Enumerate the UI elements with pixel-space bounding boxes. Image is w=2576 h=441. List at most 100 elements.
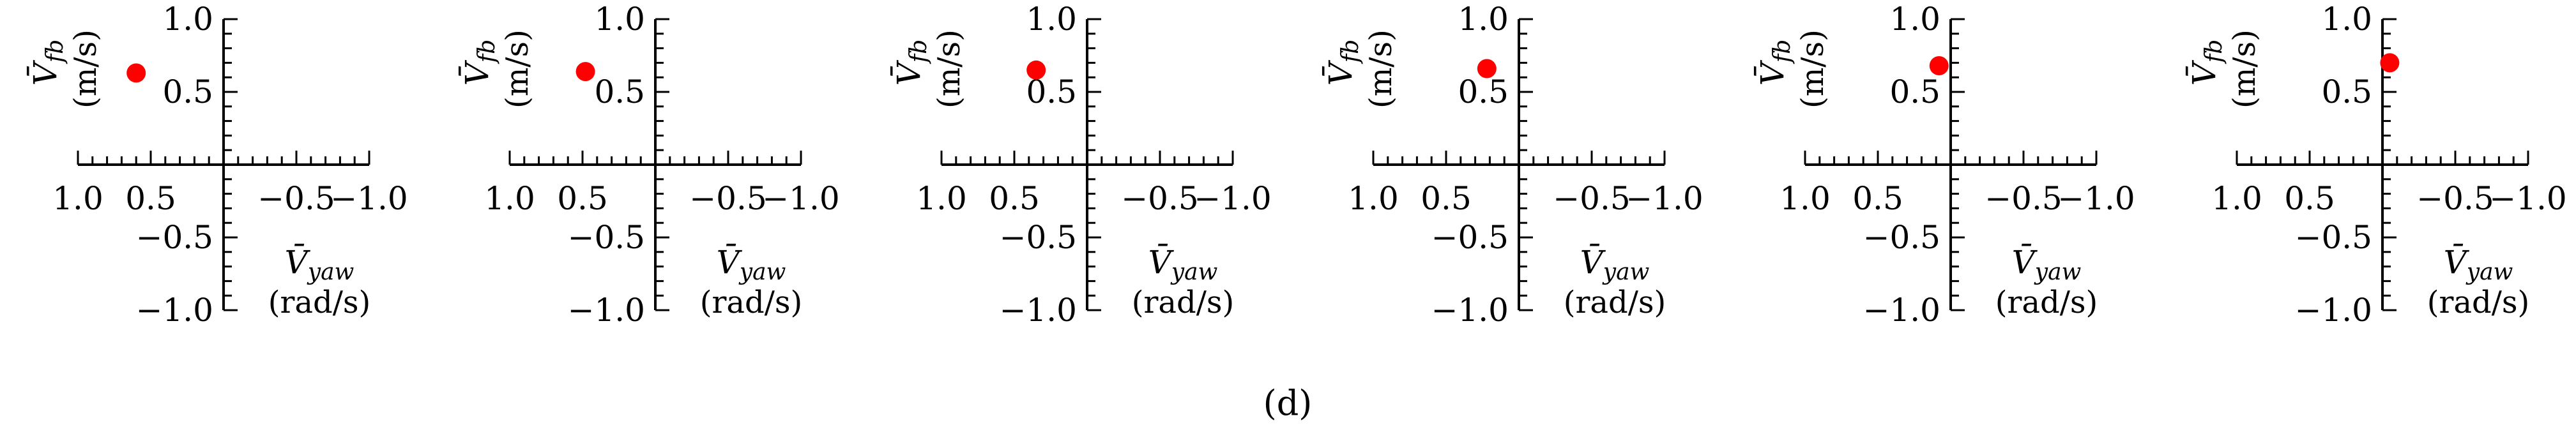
x-tick-label: −1.0	[330, 180, 408, 217]
y-axis-var: V̄	[26, 59, 64, 86]
x-axis-title: V̄yaw	[2444, 243, 2513, 285]
y-tick-label: 1.0	[1458, 1, 1509, 38]
x-axis-unit: (rad/s)	[1132, 285, 1235, 320]
x-tick-label: 0.5	[989, 180, 1040, 217]
x-tick-label: 1.0	[52, 180, 103, 217]
x-axis-subscript: yaw	[2465, 259, 2513, 285]
y-tick-label: 0.5	[1889, 73, 1940, 110]
y-tick-label: −1.0	[1431, 292, 1509, 329]
data-point	[575, 62, 595, 82]
x-tick-label: −1.0	[2489, 180, 2566, 217]
y-axis-title: V̄fb	[1753, 40, 1795, 86]
x-tick-label: 0.5	[557, 180, 608, 217]
y-tick-label: −1.0	[136, 292, 213, 329]
y-axis-title: V̄fb	[1322, 40, 1364, 86]
x-axis-subscript: yaw	[1602, 259, 1650, 285]
x-axis-var: V̄	[285, 243, 311, 281]
x-axis-var: V̄	[2444, 243, 2470, 281]
x-tick-label: −1.0	[1194, 180, 1271, 217]
data-point	[1026, 60, 1046, 80]
chart-panel-4: 1.0 0.5 −0.5−1.01.00.5−0.5−1.0V̄fb (m/s)V̄y…	[1322, 1, 1703, 329]
x-tick-label: −0.5	[1121, 180, 1198, 217]
y-tick-label: 0.5	[1458, 73, 1509, 110]
x-tick-label: 0.5	[2284, 180, 2335, 217]
chart-panel-2: 1.0 0.5 −0.5−1.01.00.5−0.5−1.0V̄fb (m/s)V̄y…	[458, 1, 840, 329]
x-axis-subscript: yaw	[307, 259, 354, 285]
x-tick-label: −1.0	[2057, 180, 2135, 217]
x-tick-label: 1.0	[1780, 180, 1831, 217]
x-tick-label: 0.5	[125, 180, 176, 217]
y-tick-label: −0.5	[1000, 219, 1077, 256]
y-axis-var: V̄	[458, 59, 496, 86]
y-axis-title: V̄fb	[458, 40, 500, 86]
y-axis-subscript: fb	[2201, 40, 2227, 64]
x-tick-label: 0.5	[1421, 180, 1472, 217]
y-axis-var: V̄	[1753, 59, 1791, 86]
x-axis-var: V̄	[1580, 243, 1606, 281]
x-axis-var: V̄	[2012, 243, 2038, 281]
data-point	[1477, 59, 1497, 78]
y-tick-label: −1.0	[1863, 292, 1940, 329]
y-axis-subscript: fb	[906, 40, 932, 64]
x-axis-title: V̄yaw	[717, 243, 786, 285]
x-axis-var: V̄	[1148, 243, 1175, 281]
panels-group: 1.0 0.5 −0.5−1.01.00.5−0.5−1.0V̄fb (m/s)V̄y…	[26, 1, 2567, 329]
y-tick-label: 0.5	[594, 73, 645, 110]
y-tick-label: −1.0	[1000, 292, 1077, 329]
x-axis-unit: (rad/s)	[2427, 285, 2530, 320]
y-axis-subscript: fb	[1769, 40, 1795, 64]
y-axis-unit: (m/s)	[499, 29, 535, 108]
x-tick-label: −0.5	[1553, 180, 1630, 217]
y-axis-title: V̄fb	[26, 40, 68, 86]
x-tick-label: −0.5	[1985, 180, 2062, 217]
x-axis-unit: (rad/s)	[700, 285, 803, 320]
y-tick-label: −0.5	[2295, 219, 2372, 256]
data-point	[1929, 56, 1949, 75]
x-axis-unit: (rad/s)	[1564, 285, 1666, 320]
y-axis-unit: (m/s)	[1363, 29, 1399, 108]
x-axis-subscript: yaw	[738, 259, 786, 285]
y-tick-label: −0.5	[136, 219, 213, 256]
y-axis-var: V̄	[2185, 59, 2223, 86]
x-tick-label: −0.5	[257, 180, 335, 217]
x-tick-label: −0.5	[689, 180, 766, 217]
chart-panel-6: 1.0 0.5 −0.5−1.01.00.5−0.5−1.0V̄fb (m/s)V̄y…	[2185, 1, 2567, 329]
y-axis-unit: (m/s)	[1795, 29, 1831, 108]
y-axis-unit: (m/s)	[2227, 29, 2262, 108]
y-tick-label: −0.5	[1431, 219, 1509, 256]
x-tick-label: 1.0	[2211, 180, 2262, 217]
y-axis-subscript: fb	[1338, 40, 1364, 64]
y-tick-label: 1.0	[594, 1, 645, 38]
y-tick-label: 0.5	[2321, 73, 2372, 110]
y-tick-label: 1.0	[1889, 1, 1940, 38]
x-axis-subscript: yaw	[2034, 259, 2082, 285]
y-tick-label: −0.5	[1863, 219, 1940, 256]
y-tick-label: 0.5	[1026, 73, 1077, 110]
x-axis-title: V̄yaw	[1580, 243, 1650, 285]
y-axis-var: V̄	[1322, 59, 1359, 86]
y-tick-label: −1.0	[568, 292, 645, 329]
chart-panel-3: 1.0 0.5 −0.5−1.01.00.5−0.5−1.0V̄fb (m/s)V̄y…	[890, 1, 1272, 329]
y-axis-unit: (m/s)	[68, 29, 103, 108]
y-tick-label: 1.0	[2321, 1, 2372, 38]
x-tick-label: 1.0	[916, 180, 967, 217]
x-axis-unit: (rad/s)	[268, 285, 371, 320]
x-tick-label: 1.0	[1348, 180, 1399, 217]
y-tick-label: −1.0	[2295, 292, 2372, 329]
y-axis-unit: (m/s)	[931, 29, 967, 108]
chart-panel-5: 1.0 0.5 −0.5−1.01.00.5−0.5−1.0V̄fb (m/s)V̄y…	[1753, 1, 2135, 329]
y-axis-subscript: fb	[474, 40, 500, 64]
x-axis-unit: (rad/s)	[1995, 285, 2098, 320]
figure-caption: (d)	[1263, 383, 1313, 423]
x-tick-label: −1.0	[1626, 180, 1703, 217]
chart-panel-1: 1.0 0.5 −0.5−1.01.00.5−0.5−1.0V̄fb (m/s)V̄y…	[26, 1, 408, 329]
x-axis-subscript: yaw	[1170, 259, 1218, 285]
x-axis-title: V̄yaw	[285, 243, 354, 285]
y-axis-title: V̄fb	[2185, 40, 2227, 86]
y-tick-label: 1.0	[1026, 1, 1077, 38]
y-axis-var: V̄	[890, 59, 927, 86]
y-axis-title: V̄fb	[890, 40, 932, 86]
x-axis-title: V̄yaw	[2012, 243, 2082, 285]
y-tick-label: −0.5	[568, 219, 645, 256]
